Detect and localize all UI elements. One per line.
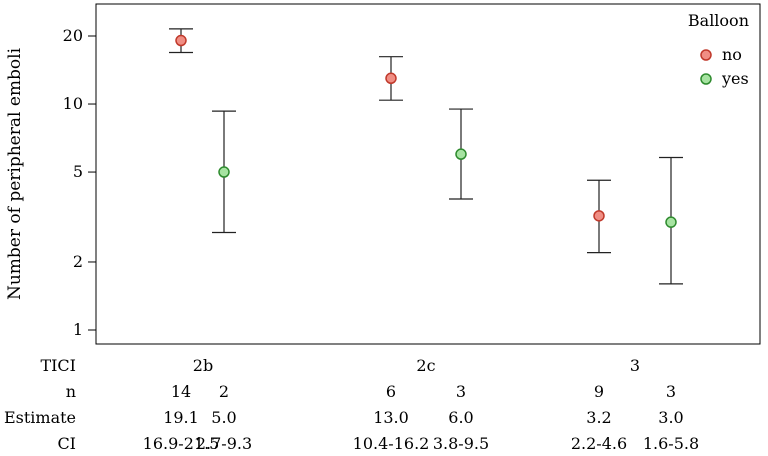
table-estimate-value: 3.0 (658, 408, 683, 427)
table-ci-value: 1.6-5.8 (643, 434, 699, 453)
y-tick-label: 20 (63, 26, 83, 45)
data-point (385, 72, 397, 85)
table-n-value: 9 (594, 382, 604, 401)
data-point (455, 148, 467, 160)
table-n-value: 6 (386, 382, 396, 401)
table-ci-value: 3.8-9.5 (433, 434, 489, 453)
table-ci-value: 2.2-4.6 (571, 434, 627, 453)
data-point (175, 34, 187, 47)
legend-label: no (722, 45, 742, 64)
table-estimate-value: 5.0 (211, 408, 236, 427)
table-estimate-value: 3.2 (586, 408, 611, 427)
table-n-value: 2 (219, 382, 229, 401)
y-tick-label: 1 (73, 320, 83, 339)
y-axis: 1 2 5 10 20 (63, 26, 96, 339)
data-point (665, 216, 677, 228)
data-point (593, 210, 605, 222)
legend: Balloon no yes (688, 11, 749, 88)
legend-title: Balloon (688, 11, 749, 30)
table-estimate-value: 13.0 (373, 408, 409, 427)
table-estimate-value: 6.0 (448, 408, 473, 427)
table-n-value: 3 (666, 382, 676, 401)
y-tick-label: 2 (73, 252, 83, 271)
legend-marker (700, 73, 712, 85)
table-n-value: 3 (456, 382, 466, 401)
y-tick-label: 5 (73, 162, 83, 181)
table-ci-value: 10.4-16.2 (353, 434, 430, 453)
table-row-label: TICI (40, 356, 76, 375)
table-n-value: 14 (171, 382, 191, 401)
legend-marker (700, 49, 712, 61)
table-row-label: n (66, 382, 76, 401)
summary-table: TICI n Estimate CI 2b 2c 3 14 19.1 16.9-21.5 2 5.0 2… (4, 356, 699, 453)
table-tici-label: 3 (630, 356, 640, 375)
table-ci-value: 16.9-21.5 (143, 434, 220, 453)
table-estimate-value: 19.1 (163, 408, 199, 427)
data-point (218, 166, 230, 178)
y-tick-label: 10 (63, 94, 83, 113)
table-tici-label: 2c (416, 356, 435, 375)
table-row-label: CI (57, 434, 76, 453)
table-row-label: Estimate (4, 408, 76, 427)
y-axis-title: Number of peripheral emboli (5, 47, 25, 300)
table-ci-value: 2.7-9.3 (196, 434, 252, 453)
table-tici-label: 2b (193, 356, 213, 375)
plot-marks (169, 28, 683, 285)
plot-frame (95, 3, 761, 345)
legend-label: yes (721, 69, 749, 88)
